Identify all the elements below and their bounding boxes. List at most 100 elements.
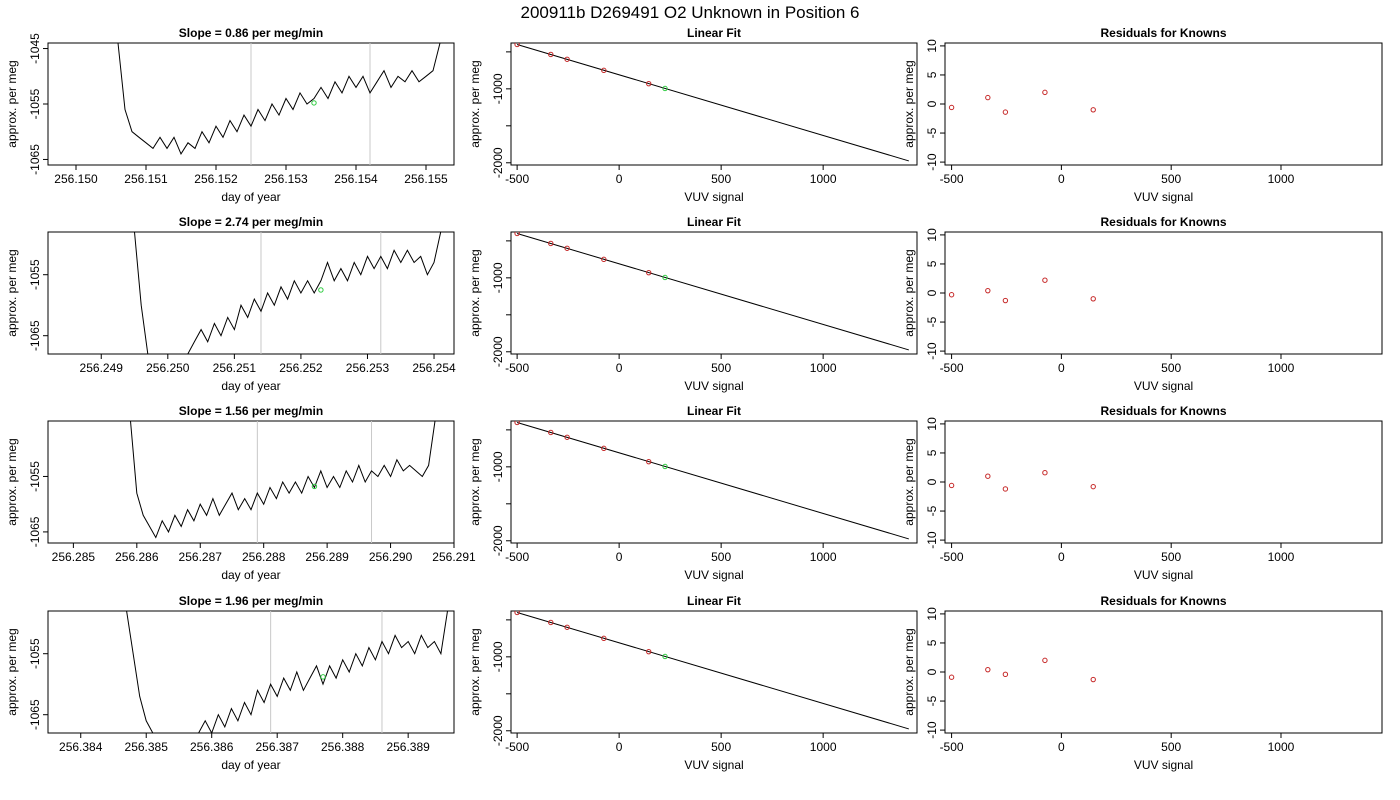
x-axis-label: VUV signal	[684, 758, 743, 772]
fit-line	[516, 232, 909, 351]
mean-point	[311, 483, 318, 490]
y-tick-label: -1000	[491, 73, 505, 104]
x-tick-label: 0	[1058, 361, 1065, 375]
data-point	[948, 674, 955, 680]
panel-title: Linear Fit	[687, 594, 741, 608]
data-point	[662, 274, 668, 281]
x-tick-label: 256.249	[80, 361, 124, 375]
x-axis-label: VUV signal	[684, 568, 743, 582]
y-tick-label: 5	[925, 449, 939, 456]
x-axis-label: VUV signal	[684, 190, 743, 204]
x-tick-label: -500	[505, 361, 529, 375]
data-point	[601, 445, 607, 452]
y-tick-label: -5	[925, 505, 939, 516]
plot-area	[126, 611, 448, 733]
y-axis-label: approx. per meg	[5, 628, 19, 715]
data-point	[662, 463, 668, 470]
x-tick-label: 1000	[1268, 740, 1295, 754]
x-tick-label: -500	[940, 550, 964, 564]
y-tick-label: -1045	[28, 33, 42, 64]
data-point	[601, 635, 607, 642]
x-tick-label: 256.150	[54, 172, 98, 186]
data-point	[548, 240, 554, 247]
x-tick-label: 256.384	[59, 740, 103, 754]
y-tick-label: 10	[925, 607, 939, 621]
y-tick-label: -1000	[491, 451, 505, 482]
y-tick-label: -10	[925, 721, 939, 739]
chart-panel-8: Linear Fit -500 0 500 1000 -2000 -1000 VUV sign…	[468, 404, 918, 582]
x-axis-label: day of year	[221, 190, 280, 204]
y-tick-label: 5	[925, 639, 939, 646]
x-tick-label: 256.152	[194, 172, 238, 186]
panel-title: Residuals for Knowns	[1100, 594, 1226, 608]
y-tick-label: -10	[925, 342, 939, 360]
chart-panel-2: Linear Fit -500 0 500 1000 -2000 -1000 VUV sign…	[468, 26, 918, 204]
panel-title: Slope = 2.74 per meg/min	[179, 215, 323, 229]
x-tick-label: 256.286	[115, 550, 159, 564]
y-tick-label: -10	[925, 153, 939, 171]
x-tick-label: -500	[505, 740, 529, 754]
panel-title: Linear Fit	[687, 26, 741, 40]
plot-frame	[510, 420, 918, 544]
y-axis-label: approx. per meg	[5, 60, 19, 147]
x-tick-label: 256.288	[242, 550, 286, 564]
x-tick-label: 1000	[810, 361, 837, 375]
y-tick-label: -1065	[28, 320, 42, 351]
y-axis-label: approx. per meg	[902, 628, 916, 715]
data-point	[548, 51, 554, 58]
x-tick-label: 256.151	[124, 172, 168, 186]
data-point	[1002, 486, 1009, 492]
data-point	[948, 104, 955, 111]
plot-area	[514, 43, 909, 162]
y-tick-label: -1000	[491, 641, 505, 672]
panel-title: Linear Fit	[687, 404, 741, 418]
x-tick-label: -500	[505, 550, 529, 564]
data-point	[1042, 470, 1048, 476]
plot-frame	[944, 420, 1383, 544]
data-point	[1090, 676, 1096, 683]
x-tick-label: 0	[616, 550, 623, 564]
x-tick-label: 256.251	[213, 361, 257, 375]
plot-area	[948, 470, 1096, 492]
x-tick-label: 500	[1161, 172, 1181, 186]
mean-point	[320, 674, 326, 680]
y-axis-label: approx. per meg	[902, 438, 916, 525]
y-tick-label: -1000	[491, 262, 505, 293]
chart-panel-7: Slope = 1.56 per meg/min 256.285 256.286 25…	[5, 404, 476, 582]
data-point	[646, 269, 652, 276]
x-tick-label: 256.287	[179, 550, 223, 564]
y-axis-label: approx. per meg	[902, 249, 916, 336]
y-tick-label: -5	[925, 127, 939, 138]
x-tick-label: 256.388	[321, 740, 365, 754]
chart-panel-9: Residuals for Knowns -500 0 500 1000 -10 -5 0 5 1…	[902, 404, 1383, 582]
y-tick-label: -5	[925, 316, 939, 327]
chart-panel-1: Slope = 0.86 per meg/min 256.150 256.151 25…	[5, 26, 455, 204]
y-axis-label: approx. per meg	[468, 249, 482, 336]
x-tick-label: 256.389	[386, 740, 430, 754]
x-tick-label: 256.386	[190, 740, 234, 754]
plot-frame	[510, 231, 918, 355]
x-tick-label: 256.290	[369, 550, 413, 564]
plot-area	[948, 89, 1096, 115]
data-point	[601, 67, 607, 74]
x-axis-label: day of year	[221, 758, 280, 772]
x-tick-label: 500	[711, 172, 731, 186]
plot-frame	[944, 42, 1383, 166]
data-point	[948, 292, 955, 298]
plot-frame	[47, 420, 455, 544]
x-tick-label: 256.250	[146, 361, 190, 375]
x-tick-label: 500	[1161, 550, 1181, 564]
plot-frame	[47, 231, 455, 355]
data-point	[601, 256, 607, 263]
data-point	[1002, 671, 1009, 678]
x-tick-label: 256.387	[255, 740, 299, 754]
y-tick-label: -5	[925, 695, 939, 706]
x-tick-label: 0	[1058, 550, 1065, 564]
data-point	[548, 429, 554, 436]
fit-line	[516, 421, 909, 540]
data-point	[1042, 657, 1048, 664]
y-tick-label: 5	[925, 260, 939, 267]
chart-panel-5: Linear Fit -500 0 500 1000 -2000 -1000 VUV sign…	[468, 215, 918, 393]
y-axis-label: approx. per meg	[468, 438, 482, 525]
y-tick-label: 5	[925, 71, 939, 78]
